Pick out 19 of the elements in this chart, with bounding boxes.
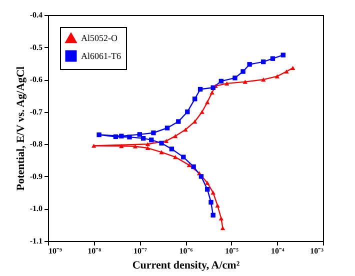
y-tick-label: -0.8 <box>30 140 42 149</box>
y-tick-label: -0.5 <box>30 42 42 52</box>
x-tick-label: 10⁻⁵ <box>225 246 240 256</box>
y-tick-label: -1.1 <box>30 236 42 246</box>
x-tick-label: 10⁻⁹ <box>48 246 62 256</box>
y-tick-label: -0.4 <box>30 10 42 20</box>
y-axis-title: Potential, E/V vs. Ag/AgCl <box>14 66 27 191</box>
legend-label: Al6061-T6 <box>81 51 122 61</box>
x-tick-label: 10⁻⁷ <box>133 246 148 256</box>
x-tick-label: 10⁻³ <box>310 246 324 256</box>
y-tick-label: -0.9 <box>30 172 42 181</box>
x-tick-label: 10⁻⁸ <box>88 246 102 256</box>
y-tick-label: -0.6 <box>30 75 42 84</box>
x-tick-label: 10⁻⁶ <box>179 246 194 256</box>
y-tick-label: -0.7 <box>30 107 42 116</box>
x-tick-label: 10⁻⁴ <box>270 246 285 256</box>
legend-label: Al5052-O <box>81 33 118 43</box>
y-tick-label: -1.0 <box>30 204 42 214</box>
x-axis-title: Current density, A/cm² <box>132 260 240 272</box>
